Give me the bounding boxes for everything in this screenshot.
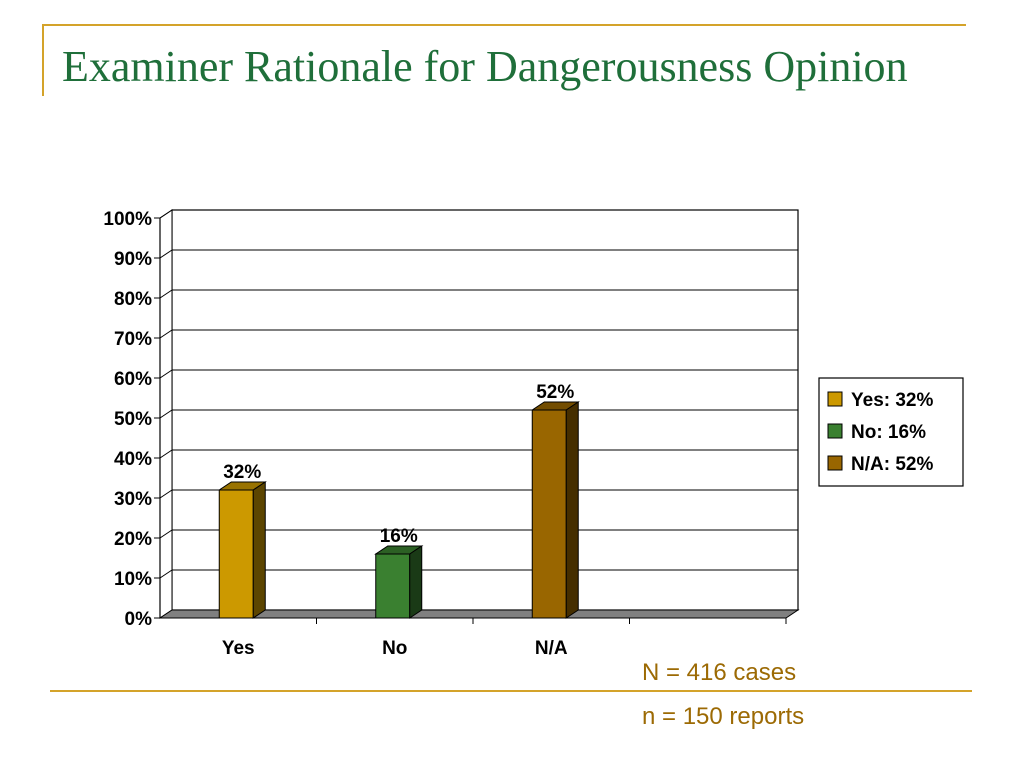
gridline-side: [159, 249, 173, 259]
plot-floor: [158, 609, 800, 619]
bar-yes: [218, 489, 254, 619]
y-tick-label: 100%: [103, 209, 152, 230]
bar-chart: 0% 10% 20% 30% 40% 50% 60% 70% 80% 90% 100% 32% Yes 1…: [103, 209, 964, 659]
side-accent-rule: [42, 24, 44, 96]
x-tick-label: Yes: [222, 638, 255, 659]
bar-no: [375, 553, 411, 619]
y-tick-label: 30%: [114, 489, 152, 510]
bar-side-face: [409, 545, 423, 619]
y-tick-label: 70%: [114, 329, 152, 350]
data-label: 32%: [223, 462, 261, 483]
legend-label: N/A: 52%: [851, 454, 933, 475]
bar-na: [531, 409, 567, 619]
legend-box: [818, 377, 964, 487]
legend-label: Yes: 32%: [851, 390, 933, 411]
data-label: 16%: [380, 526, 418, 547]
y-tick-label: 20%: [114, 529, 152, 550]
gridline-side: [159, 529, 173, 539]
legend-swatch: [827, 423, 843, 439]
reports-note: n = 150 reports: [642, 703, 805, 730]
legend-label: No: 16%: [851, 422, 926, 443]
gridline-side: [159, 209, 173, 219]
y-tick-label: 40%: [114, 449, 152, 470]
bar-side-face: [252, 481, 266, 619]
gridline-side: [159, 369, 173, 379]
slide-title: Examiner Rationale for Dangerousness Opi…: [62, 42, 908, 91]
cases-note: N = 416 cases: [642, 659, 797, 686]
gridline-side: [159, 569, 173, 579]
y-tick-label: 90%: [114, 249, 152, 270]
x-tick-label: N/A: [535, 638, 568, 659]
gridline-side: [159, 329, 173, 339]
bottom-accent-rule: [50, 690, 972, 692]
data-label: 52%: [536, 382, 574, 403]
y-tick-label: 50%: [114, 409, 152, 430]
legend-swatch: [827, 391, 843, 407]
y-tick-label: 80%: [114, 289, 152, 310]
top-accent-rule: [42, 24, 966, 26]
gridline-side: [159, 289, 173, 299]
bar-side-face: [565, 401, 579, 619]
legend-swatch: [827, 455, 843, 471]
gridline-side: [159, 489, 173, 499]
y-tick-label: 10%: [114, 569, 152, 590]
gridline-side: [159, 409, 173, 419]
y-tick-label: 60%: [114, 369, 152, 390]
x-tick-label: No: [382, 638, 407, 659]
gridline-side: [159, 449, 173, 459]
y-tick-label: 0%: [125, 609, 153, 630]
